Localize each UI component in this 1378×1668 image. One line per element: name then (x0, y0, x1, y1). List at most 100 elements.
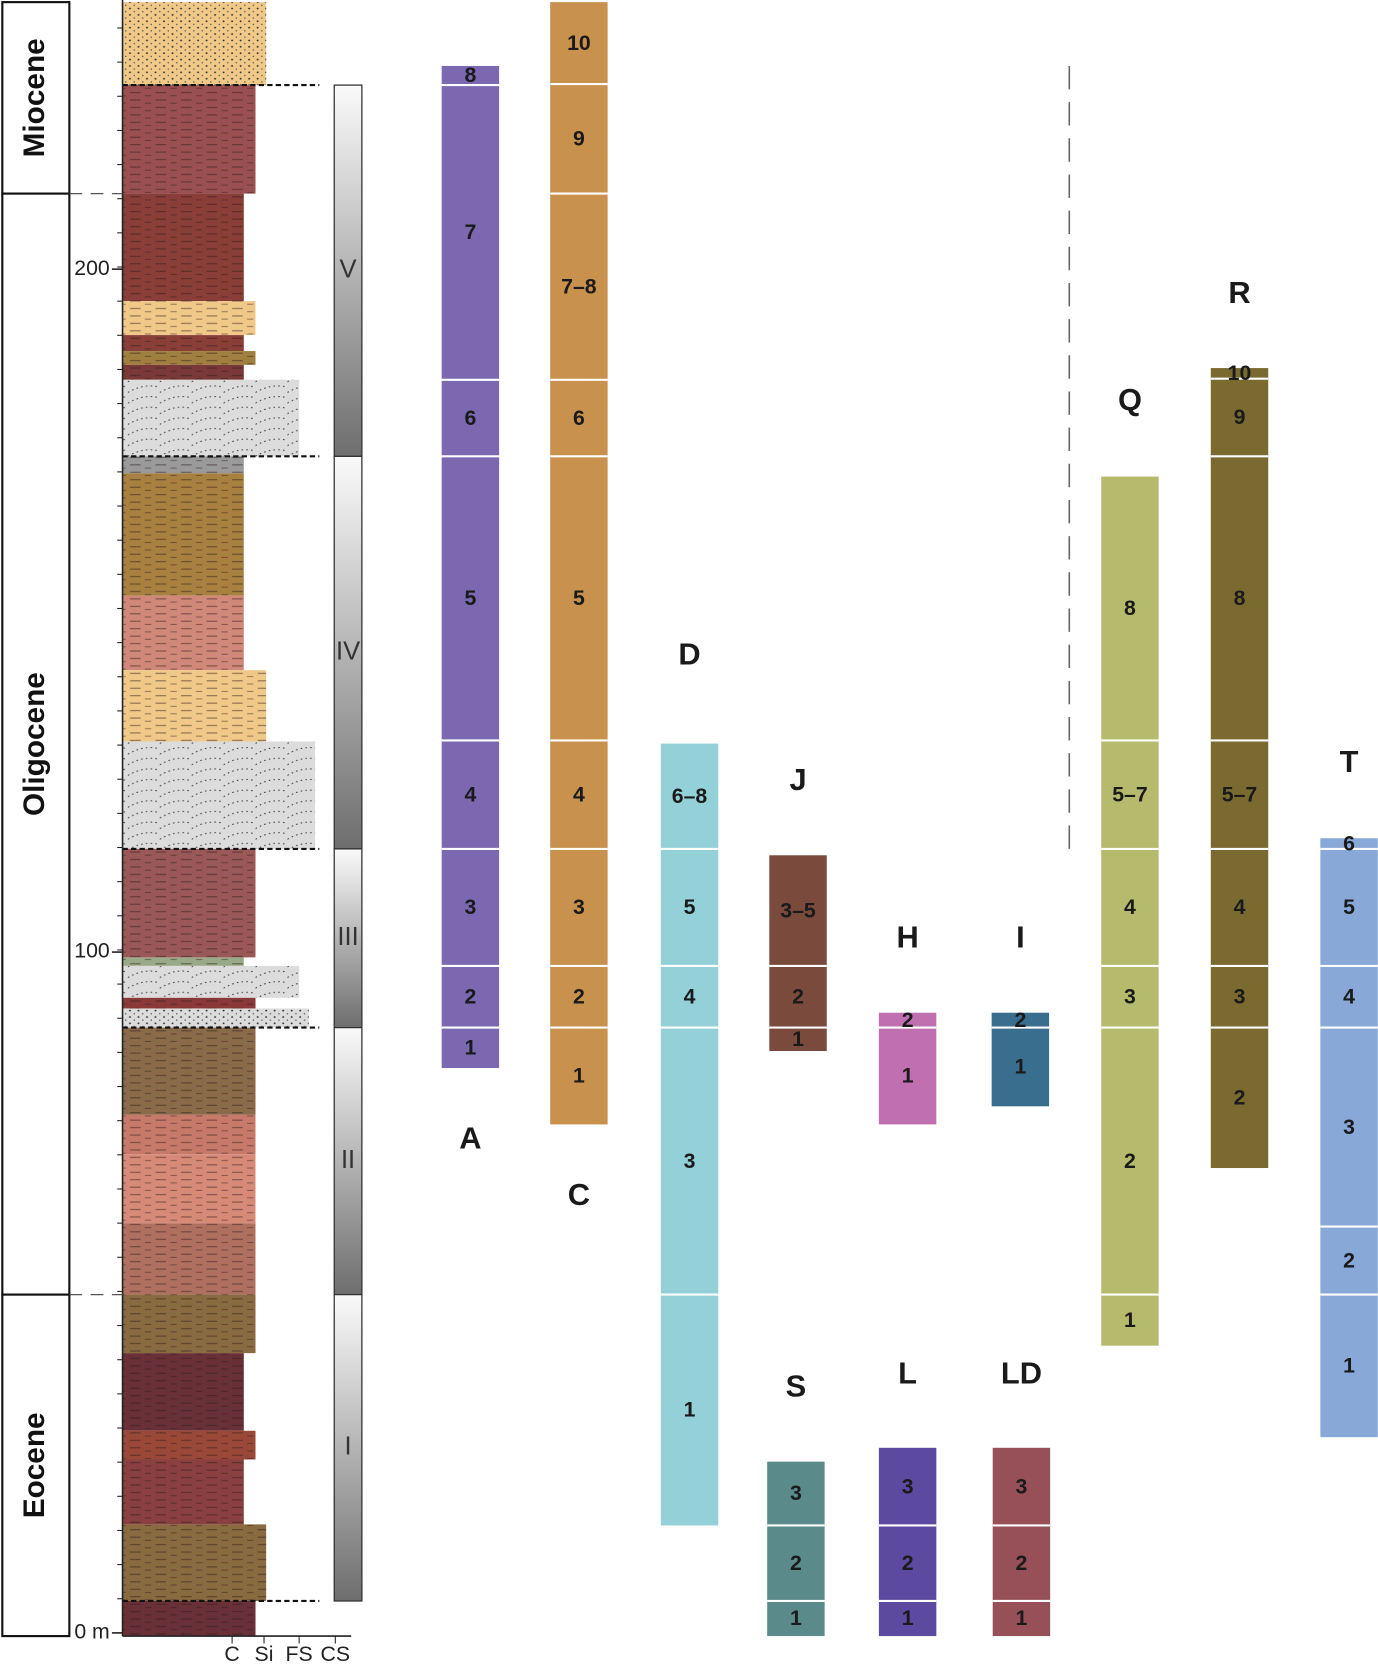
column-title: LD (1001, 1356, 1042, 1391)
column: 6–8 5 4 3 1 D (660, 636, 719, 1526)
litho-pattern (122, 1294, 256, 1354)
epoch-label: Miocene (18, 38, 51, 157)
litho-pattern (122, 1223, 256, 1295)
segment-label: 1 (1124, 1308, 1136, 1332)
column: 3–5 2 1 J (769, 762, 827, 1052)
column-bar (441, 65, 500, 1069)
unit-bar (333, 848, 363, 1029)
correlation-columns: 87654321A1097–8654321C6–85431D3–521J21H2… (441, 2, 1378, 1637)
column-bar (1320, 838, 1378, 1438)
column-title: H (896, 919, 918, 954)
column: 2 1 I (991, 919, 1050, 1107)
litho-pattern (122, 193, 244, 302)
column-title: I (1016, 919, 1025, 954)
segment-label: 5 (573, 586, 585, 610)
segment-label: 2 (1124, 1149, 1136, 1173)
segment-label: 3–5 (780, 898, 816, 922)
unit-bar (333, 1293, 363, 1602)
litho-pattern (122, 335, 244, 352)
column: 3 2 1 S (767, 1368, 825, 1637)
segment-label: 2 (902, 1008, 914, 1032)
depth-label: 100 (74, 939, 109, 963)
segment-label: 8 (1234, 586, 1246, 610)
litho-pattern (122, 1524, 267, 1601)
column-title: D (678, 636, 700, 671)
column-bar (550, 2, 608, 1125)
segment-label: 8 (464, 63, 476, 87)
column-bar (992, 1447, 1051, 1637)
unit-label: II (341, 1146, 355, 1174)
segment-label: 4 (573, 782, 585, 806)
epoch-label: Eocene (18, 1412, 51, 1518)
column-bar (660, 743, 719, 1526)
litho-pattern (122, 473, 244, 596)
segment-label: 5 (684, 895, 696, 919)
column-bar (1210, 368, 1269, 1169)
unit-bar (333, 455, 363, 850)
segment-label: 5 (464, 586, 476, 610)
unit-label: I (345, 1433, 352, 1461)
segment-label: 6–8 (672, 784, 708, 808)
column-title: A (459, 1121, 481, 1156)
column-title: L (898, 1356, 917, 1391)
litho-pattern (122, 364, 244, 380)
column: 6 5 4 3 2 1 T (1320, 744, 1378, 1438)
segment-label: 1 (1014, 1055, 1026, 1079)
segment-label: 2 (1014, 1008, 1026, 1032)
litho-pattern (122, 1154, 256, 1224)
litho-pattern (122, 1430, 256, 1460)
column-title: J (789, 762, 806, 797)
segment-label: 5 (1343, 895, 1355, 919)
depth-label: 0 m (74, 1620, 109, 1644)
litho-pattern (122, 997, 256, 1009)
litho-pattern (122, 456, 244, 474)
litho-pattern (122, 351, 256, 365)
grain-size-label: Si (255, 1642, 274, 1666)
litho-pattern (122, 965, 300, 998)
litho-pattern (122, 957, 244, 966)
segment-label: 7 (464, 220, 476, 244)
unit-label: IV (336, 637, 360, 665)
litho-pattern (122, 301, 256, 336)
epoch-label: Oligocene (18, 672, 51, 816)
column-title: R (1228, 275, 1250, 310)
segment-label: 5–7 (1112, 782, 1147, 806)
segment-label: 2 (790, 1551, 802, 1575)
column-bar (878, 1447, 937, 1637)
litho-pattern (122, 85, 256, 194)
epoch-box (1, 1293, 71, 1638)
segment-label: 1 (792, 1027, 804, 1051)
column-bar (769, 855, 827, 1052)
segment-label: 4 (1234, 895, 1246, 919)
segment-label: 3 (573, 895, 585, 919)
segment-label: 1 (902, 1606, 914, 1630)
segment-label: 1 (790, 1606, 802, 1630)
segment-label: 3 (464, 895, 476, 919)
segment-label: 2 (1234, 1086, 1246, 1110)
epoch-column: Miocene Oligocene Eocene (1, 1, 123, 1638)
grain-size-label: CS (321, 1642, 351, 1666)
column: 8 5–7 4 3 2 1 Q (1101, 382, 1159, 1346)
depth-axis: 200 100 0 m C Si FS CS (74, 0, 352, 1666)
column: 3 2 1 L (878, 1356, 937, 1637)
litho-pattern (122, 1008, 309, 1028)
segment-label: 3 (902, 1474, 914, 1498)
column-bar (767, 1461, 825, 1637)
column-title: T (1340, 744, 1359, 779)
segment-label: 1 (464, 1036, 476, 1060)
segment-label: 2 (902, 1551, 914, 1575)
segment-label: 3 (684, 1149, 696, 1173)
epoch-box (1, 1, 71, 195)
segment-label: 3 (1124, 984, 1136, 1008)
segment-label: 10 (1228, 361, 1252, 385)
epoch-box (1, 192, 71, 1296)
segment-label: 9 (573, 127, 585, 151)
segment-label: 3 (1343, 1115, 1355, 1139)
litho-pattern (122, 1353, 244, 1431)
segment-label: 9 (1234, 405, 1246, 429)
litho-pattern (122, 595, 244, 671)
litho-pattern (122, 741, 316, 849)
segment-label: 6 (1343, 831, 1355, 855)
grain-size-label: FS (286, 1642, 313, 1666)
